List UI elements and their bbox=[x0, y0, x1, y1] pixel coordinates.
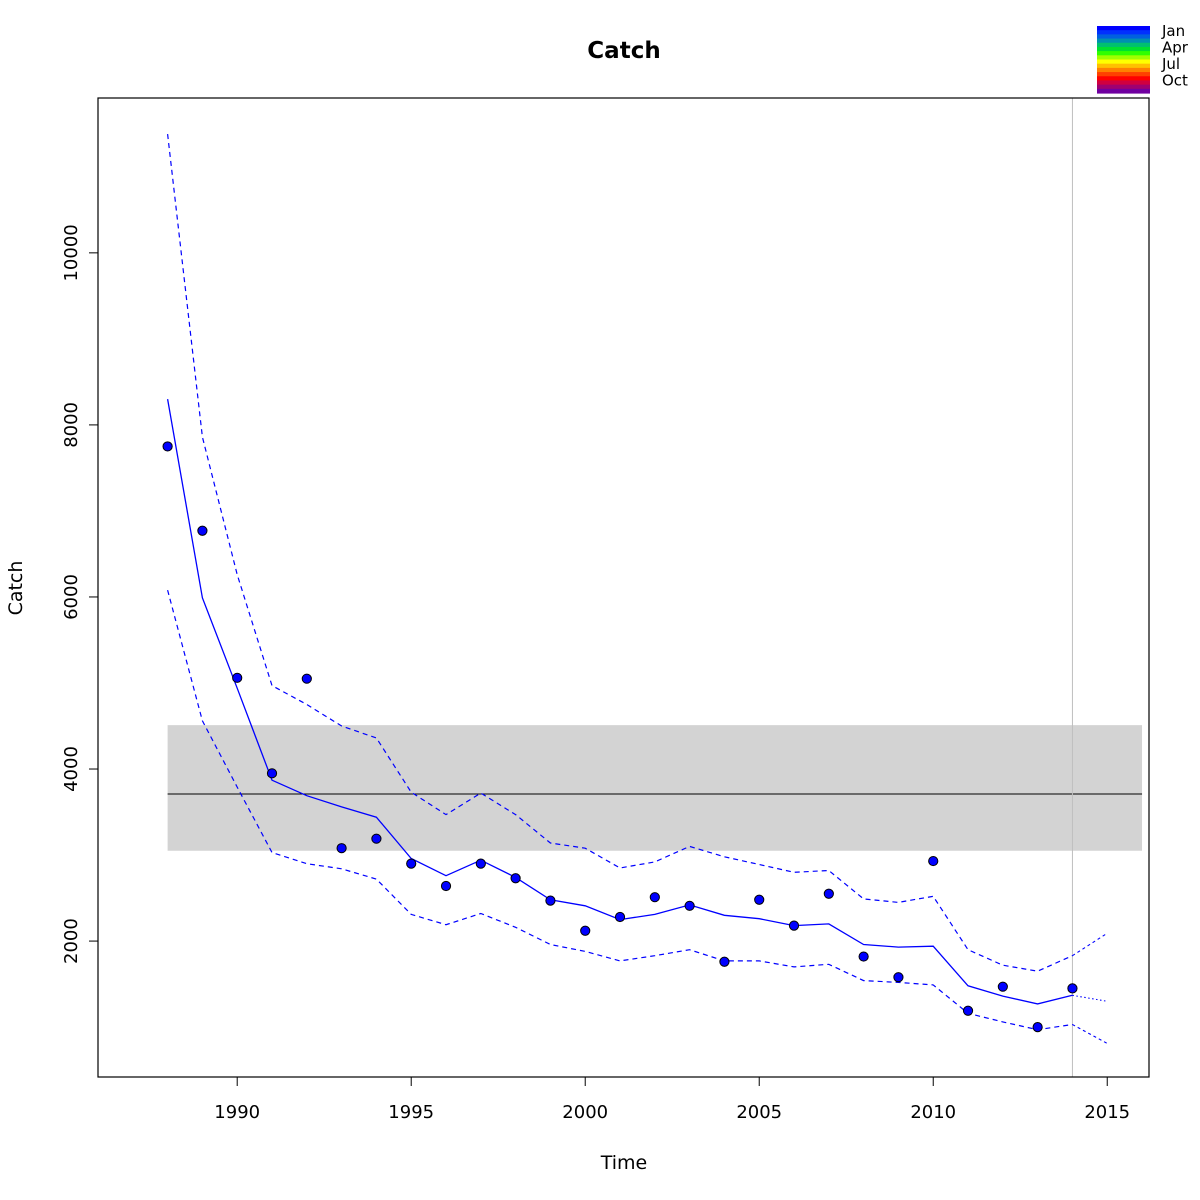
observed-point bbox=[823, 888, 834, 899]
observed-point bbox=[197, 525, 208, 536]
legend-color-swatch bbox=[1097, 26, 1150, 31]
legend-color-swatch bbox=[1097, 76, 1150, 82]
observed-point bbox=[962, 1005, 974, 1016]
observed-point bbox=[371, 833, 382, 844]
observed-point bbox=[301, 673, 312, 684]
observed-point bbox=[580, 925, 591, 936]
legend-color-swatch bbox=[1097, 55, 1150, 61]
y-tick-label: 8000 bbox=[61, 402, 82, 448]
x-tick-label: 2010 bbox=[910, 1102, 956, 1123]
plot-frame bbox=[97, 97, 1150, 1078]
y-axis: 2000 4000 6000 8000 10000 bbox=[61, 224, 98, 964]
observed-point bbox=[754, 894, 765, 905]
observed-point bbox=[266, 768, 278, 779]
legend-color-swatch bbox=[1097, 51, 1150, 56]
legend-color-swatch bbox=[1097, 80, 1150, 86]
legend-color-swatch bbox=[1097, 42, 1150, 48]
observed-point bbox=[893, 972, 904, 983]
legend-color-swatch bbox=[1097, 34, 1150, 40]
upper-interval-line bbox=[167, 134, 1073, 972]
observed-point bbox=[336, 843, 347, 854]
x-tick-label: 1995 bbox=[388, 1102, 434, 1123]
reference-band-layer bbox=[167, 98, 1143, 1077]
x-axis-label: Time bbox=[600, 1152, 648, 1174]
legend-color-swatch bbox=[1097, 46, 1150, 52]
x-tick-label: 2005 bbox=[736, 1102, 782, 1123]
legend-label: Jan bbox=[1161, 22, 1185, 40]
observed-points-layer bbox=[162, 441, 1078, 1033]
legend-color-swatch bbox=[1097, 59, 1150, 65]
legend-label: Apr bbox=[1162, 39, 1189, 57]
reference-band bbox=[167, 725, 1143, 851]
observed-point bbox=[1032, 1022, 1043, 1033]
observed-point bbox=[1067, 983, 1078, 994]
observed-point bbox=[475, 858, 486, 869]
legend-color-swatch bbox=[1097, 88, 1150, 94]
observed-point bbox=[510, 873, 521, 884]
x-tick-label: 2015 bbox=[1084, 1102, 1130, 1123]
observed-point bbox=[928, 855, 939, 867]
series-layer bbox=[166, 134, 1108, 1044]
legend-label: Oct bbox=[1162, 72, 1188, 90]
y-tick-label: 10000 bbox=[61, 224, 82, 281]
forecast-lower-line bbox=[1072, 1024, 1108, 1044]
observed-point bbox=[997, 981, 1008, 992]
x-tick-label: 1990 bbox=[214, 1102, 260, 1123]
observed-point bbox=[162, 441, 173, 452]
observed-point bbox=[614, 911, 626, 923]
y-tick-label: 6000 bbox=[61, 574, 82, 620]
legend-color-swatch bbox=[1097, 72, 1150, 77]
observed-point bbox=[719, 956, 730, 967]
observed-point bbox=[232, 672, 243, 683]
forecast-upper-line bbox=[1072, 932, 1108, 957]
observed-point bbox=[649, 892, 660, 903]
x-axis: 1990 1995 2000 2005 2010 2015 bbox=[214, 1076, 1130, 1123]
legend-color-swatch bbox=[1097, 84, 1150, 90]
observed-point bbox=[406, 858, 417, 869]
observed-point bbox=[440, 880, 452, 892]
legend-color-swatch bbox=[1097, 63, 1150, 69]
legend-label: Jul bbox=[1161, 55, 1180, 73]
y-tick-label: 4000 bbox=[61, 746, 82, 792]
observed-point bbox=[858, 951, 869, 962]
legend-color-swatch bbox=[1097, 67, 1150, 73]
observed-point bbox=[545, 895, 556, 906]
x-tick-label: 2000 bbox=[562, 1102, 608, 1123]
observed-point bbox=[788, 920, 800, 931]
observed-point bbox=[684, 900, 695, 911]
y-axis-label: Catch bbox=[5, 561, 27, 616]
y-tick-label: 2000 bbox=[61, 918, 82, 964]
forecast-mean-line bbox=[1072, 994, 1108, 1002]
legend-color-swatch bbox=[1097, 38, 1150, 44]
legend-color-swatch bbox=[1097, 30, 1150, 35]
chart-title: Catch bbox=[587, 38, 660, 64]
